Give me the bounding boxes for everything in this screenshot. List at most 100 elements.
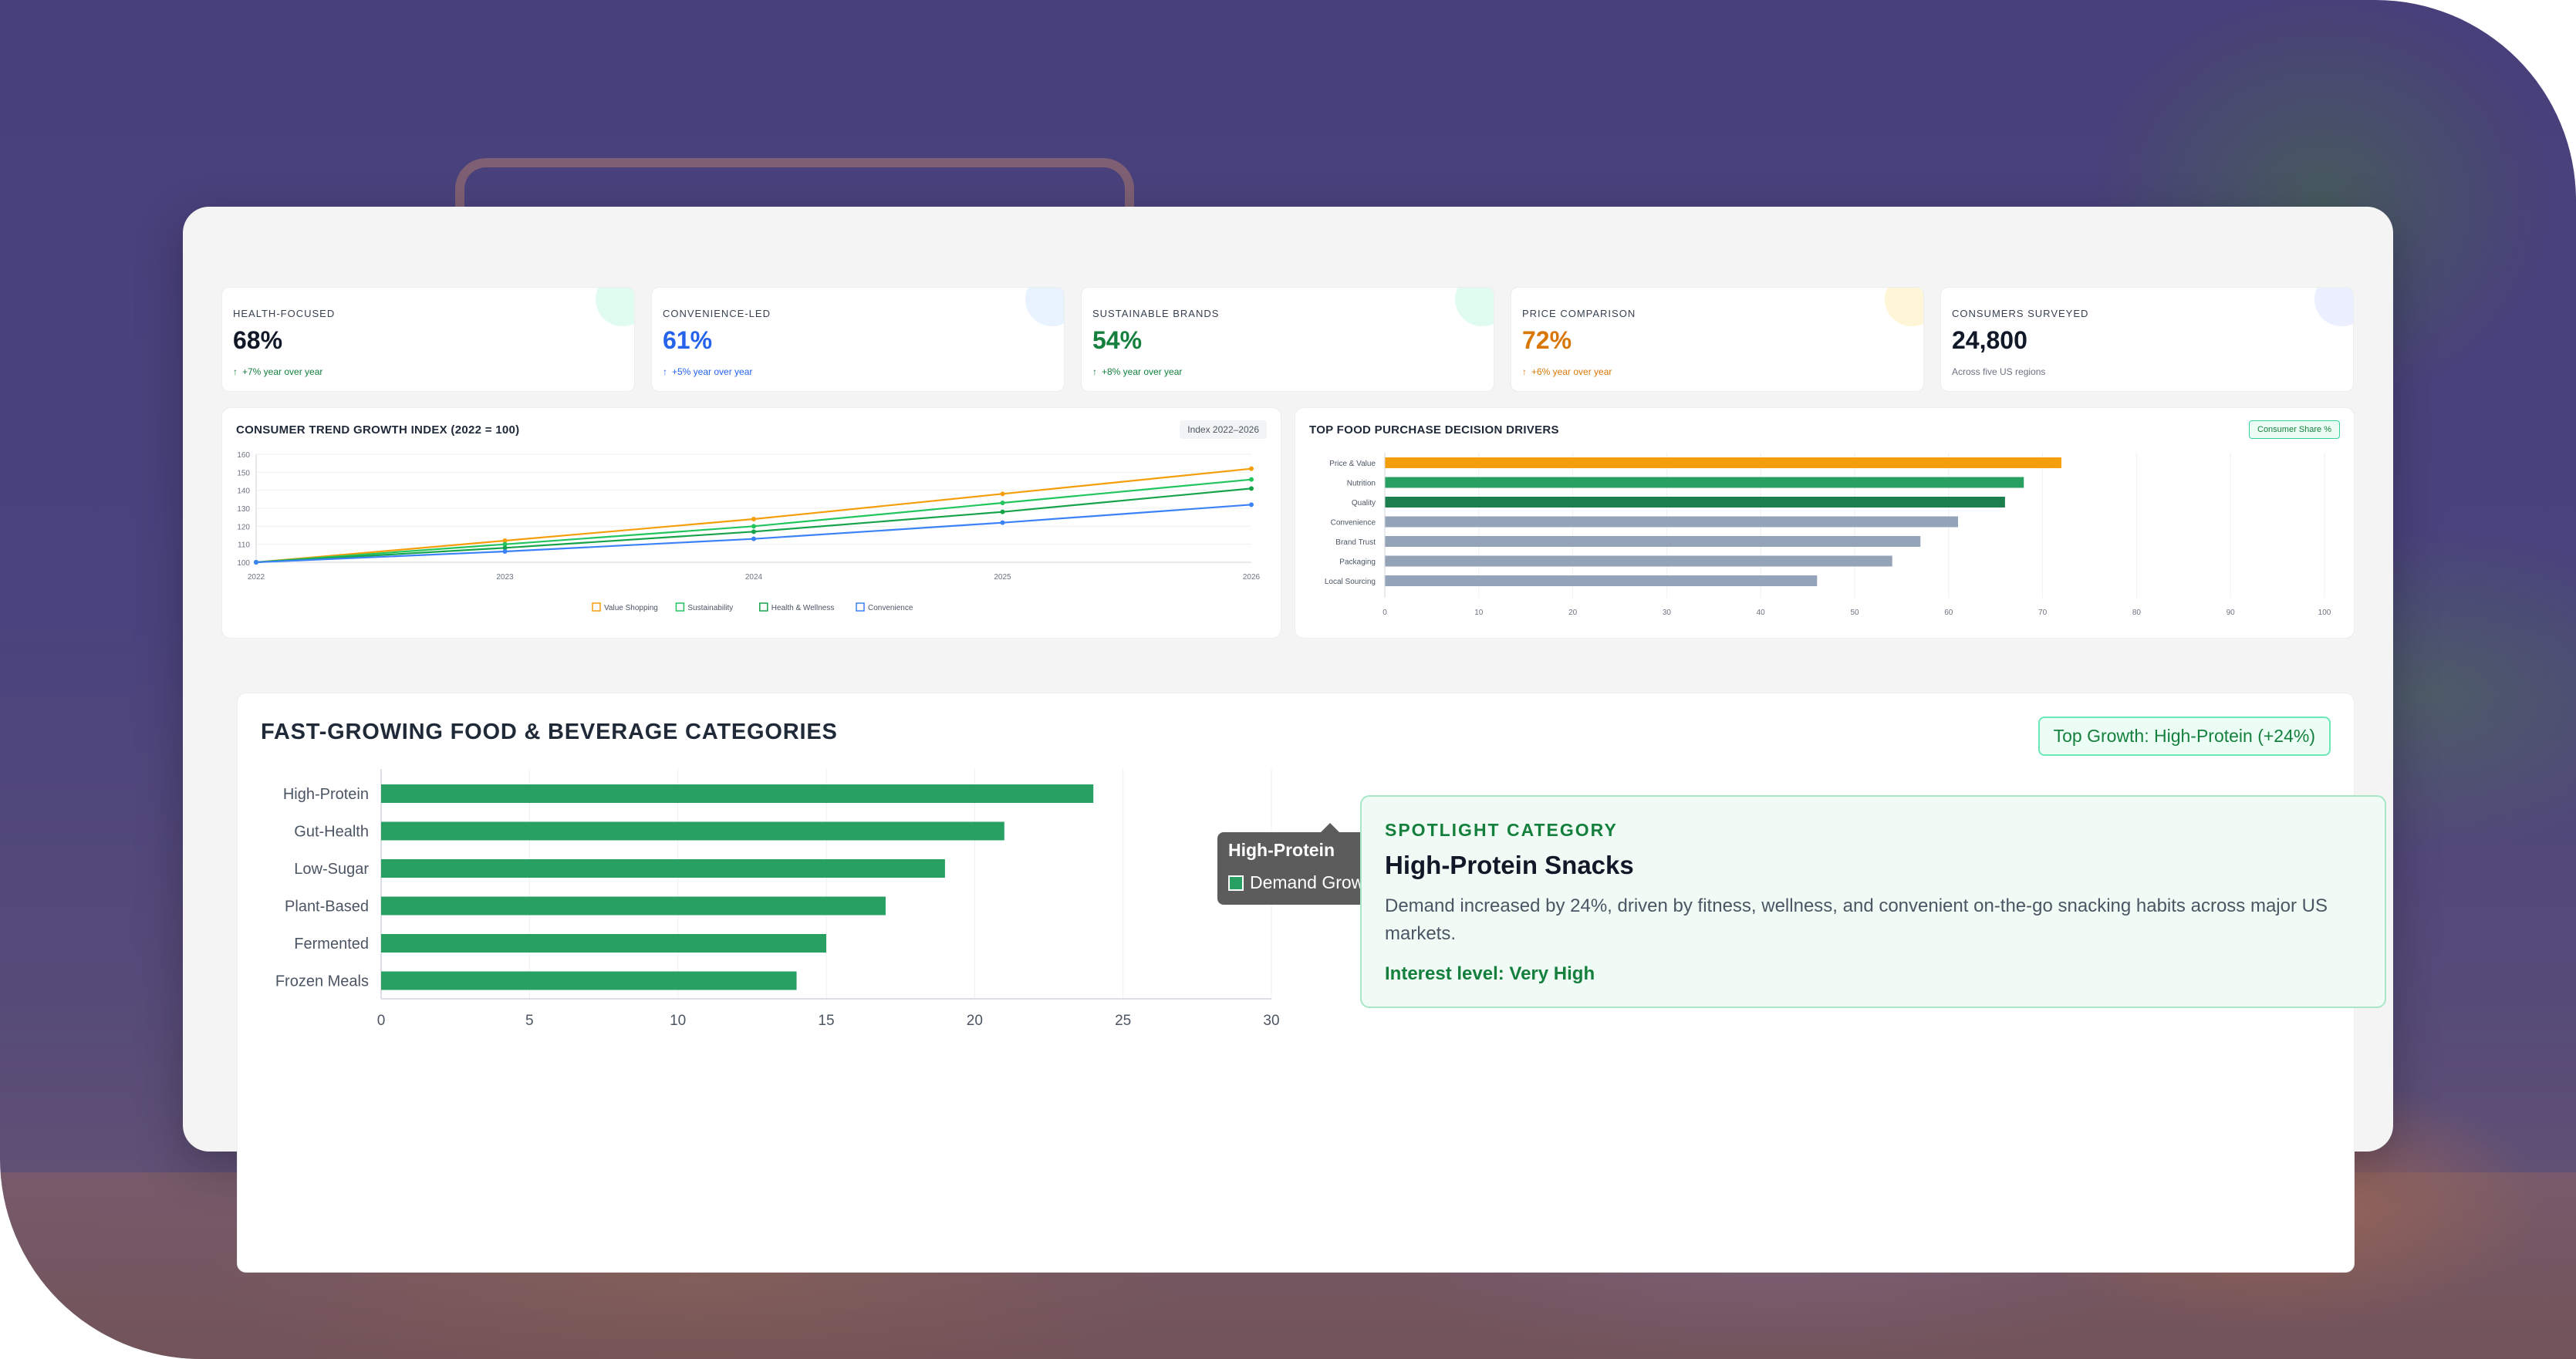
x-tick-label: 15 — [818, 1013, 834, 1029]
y-tick-label: 110 — [238, 541, 250, 550]
spotlight-label: SPOTLIGHT CATEGORY — [1385, 820, 1618, 840]
category-label: Frozen Meals — [275, 973, 369, 990]
trend-index-badge: Index 2022–2026 — [1180, 420, 1267, 439]
x-tick-label: 0 — [1383, 609, 1387, 617]
kpi-accent-icon — [596, 288, 634, 326]
arrow-up-icon: ↑ — [1522, 366, 1527, 377]
drivers-chart-title: TOP FOOD PURCHASE DECISION DRIVERS — [1309, 423, 1559, 437]
tooltip-swatch-icon — [1228, 875, 1244, 891]
data-point — [502, 538, 508, 543]
dashboard-panel: HEALTH-FOCUSED 68% ↑ +7% year over year C… — [183, 207, 2393, 1273]
kpi-value: 54% — [1092, 326, 1143, 354]
bar — [1385, 457, 2061, 468]
x-tick-label: 5 — [525, 1013, 534, 1029]
kpi-change-text: Across five US regions — [1952, 366, 2046, 377]
bar — [1385, 516, 1958, 528]
legend-swatch-icon — [592, 602, 601, 612]
basket-handle — [455, 158, 1134, 212]
bar — [381, 784, 1094, 803]
category-label: Brand Trust — [1335, 538, 1376, 547]
kpi-accent-icon — [2314, 288, 2353, 326]
x-tick-label: 20 — [1568, 609, 1578, 617]
data-point — [1249, 466, 1254, 471]
y-tick-label: 140 — [237, 487, 250, 496]
bar — [381, 971, 797, 990]
y-tick-label: 100 — [237, 559, 250, 568]
kpi-accent-icon — [1455, 288, 1494, 326]
drivers-chart-card: TOP FOOD PURCHASE DECISION DRIVERS Consu… — [1295, 407, 2355, 639]
legend-swatch-icon — [856, 602, 865, 612]
data-point — [751, 524, 756, 529]
kpi-value: 61% — [663, 326, 713, 354]
kpi-label: PRICE COMPARISON — [1522, 308, 1636, 319]
data-point — [502, 545, 508, 551]
data-point — [1000, 509, 1005, 514]
x-tick-label: 60 — [1944, 609, 1953, 617]
bar — [1385, 497, 2005, 508]
kpi-label: HEALTH-FOCUSED — [233, 308, 336, 319]
x-tick-label: 20 — [967, 1013, 983, 1029]
y-tick-label: 150 — [237, 469, 250, 477]
x-tick-label: 2025 — [994, 573, 1011, 582]
arrow-up-icon: ↑ — [663, 366, 667, 377]
kpi-value: 24,800 — [1952, 326, 2027, 354]
legend-label: Health & Wellness — [771, 604, 835, 612]
category-label: Gut-Health — [294, 824, 369, 841]
bar — [1385, 477, 2024, 488]
kpi-change: ↑ +6% year over year — [1522, 366, 1612, 377]
bar — [1385, 536, 1921, 547]
data-point — [1000, 501, 1005, 505]
data-point — [254, 560, 258, 565]
kpi-value: 72% — [1522, 326, 1572, 354]
x-tick-label: 70 — [2038, 609, 2048, 617]
bar — [381, 821, 1004, 841]
category-label: Local Sourcing — [1325, 578, 1376, 586]
category-label: Packaging — [1339, 558, 1376, 567]
kpi-change-text: +5% year over year — [672, 366, 753, 377]
x-tick-label: 2026 — [1243, 573, 1261, 582]
category-label: Convenience — [1331, 519, 1376, 528]
x-tick-label: 100 — [2318, 609, 2331, 617]
trend-line-chart: 100 110 120 130 140 150 160 2022 2023 2024 2025 202… — [237, 451, 1261, 612]
x-tick-label: 25 — [1115, 1013, 1131, 1029]
data-point — [1000, 520, 1005, 525]
x-tick-label: 80 — [2132, 609, 2142, 617]
tooltip-title: High-Protein — [1228, 840, 1335, 860]
data-point — [751, 529, 756, 534]
y-tick-label: 120 — [237, 523, 250, 531]
data-point — [751, 536, 756, 541]
spotlight-interest: Interest level: Very High — [1385, 963, 1595, 984]
legend-label: Value Shopping — [604, 604, 658, 612]
kpi-change: ↑ +5% year over year — [663, 366, 752, 377]
x-tick-label: 10 — [1474, 609, 1484, 617]
bar — [1385, 575, 1818, 586]
x-tick-label: 40 — [1757, 609, 1766, 617]
top-growth-badge: Top Growth: High-Protein (+24%) — [2038, 717, 2331, 756]
kpi-change: ↑ +7% year over year — [233, 366, 322, 377]
bar — [381, 896, 886, 916]
categories-card: FAST-GROWING FOOD & BEVERAGE CATEGORIES … — [237, 693, 2386, 1273]
legend-label: Convenience — [868, 604, 913, 612]
trend-chart-title: CONSUMER TREND GROWTH INDEX (2022 = 100) — [236, 423, 520, 437]
category-label: Fermented — [294, 936, 369, 953]
data-point — [1249, 477, 1254, 482]
kpi-accent-icon — [1025, 288, 1064, 326]
data-point — [1249, 486, 1254, 491]
y-tick-label: 130 — [237, 505, 250, 514]
category-label: Quality — [1352, 499, 1376, 508]
kpi-accent-icon — [1885, 288, 1923, 326]
arrow-up-icon: ↑ — [233, 366, 238, 377]
bar — [381, 934, 826, 953]
kpi-label: SUSTAINABLE BRANDS — [1092, 308, 1220, 319]
category-label: Nutrition — [1347, 480, 1376, 488]
x-tick-label: 2024 — [745, 573, 763, 582]
x-tick-label: 10 — [670, 1013, 686, 1029]
y-tick-label: 160 — [237, 451, 250, 460]
kpi-change: ↑ +8% year over year — [1092, 366, 1182, 377]
spotlight-description: Demand increased by 24%, driven by fitne… — [1385, 895, 2328, 944]
x-tick-label: 0 — [377, 1013, 386, 1029]
kpi-change-text: +6% year over year — [1531, 366, 1612, 377]
tooltip-arrow-icon — [1321, 823, 1339, 832]
x-tick-label: 30 — [1663, 609, 1672, 617]
spotlight-panel: SPOTLIGHT CATEGORY High-Protein Snacks D… — [1360, 795, 2386, 1008]
